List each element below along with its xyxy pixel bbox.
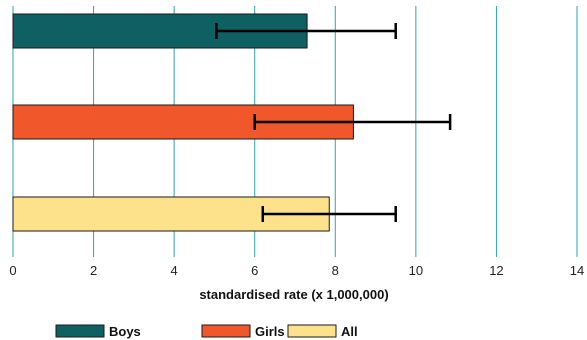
x-tick-label-2: 2	[90, 263, 97, 278]
x-tick-label-0: 0	[9, 263, 16, 278]
legend-label-all: All	[341, 324, 358, 339]
x-tick-label-14: 14	[570, 263, 584, 278]
error-bar-girls	[253, 114, 452, 130]
legend-item-girls: Girls	[201, 324, 285, 339]
x-tick-label-10: 10	[409, 263, 423, 278]
legend-label-girls: Girls	[255, 324, 285, 339]
x-tick-label-8: 8	[332, 263, 339, 278]
legend-swatch-boys	[55, 324, 105, 338]
legend-label-boys: Boys	[109, 324, 141, 339]
error-bar-boys	[215, 23, 397, 39]
x-axis-ticks: 0 2 4 6 8 10 12 14	[9, 263, 584, 278]
bars-group	[12, 13, 354, 232]
legend-swatch-girls	[201, 324, 251, 338]
error-bar-all	[261, 206, 397, 222]
error-bars-group	[215, 23, 452, 222]
x-tick-label-6: 6	[251, 263, 258, 278]
legend: Boys Girls All	[55, 324, 358, 339]
x-axis-title: standardised rate (x 1,000,000)	[199, 287, 388, 302]
legend-item-boys: Boys	[55, 324, 141, 339]
legend-swatch-all	[287, 324, 337, 338]
x-tick-label-4: 4	[171, 263, 178, 278]
x-tick-label-12: 12	[489, 263, 503, 278]
legend-item-all: All	[287, 324, 358, 339]
